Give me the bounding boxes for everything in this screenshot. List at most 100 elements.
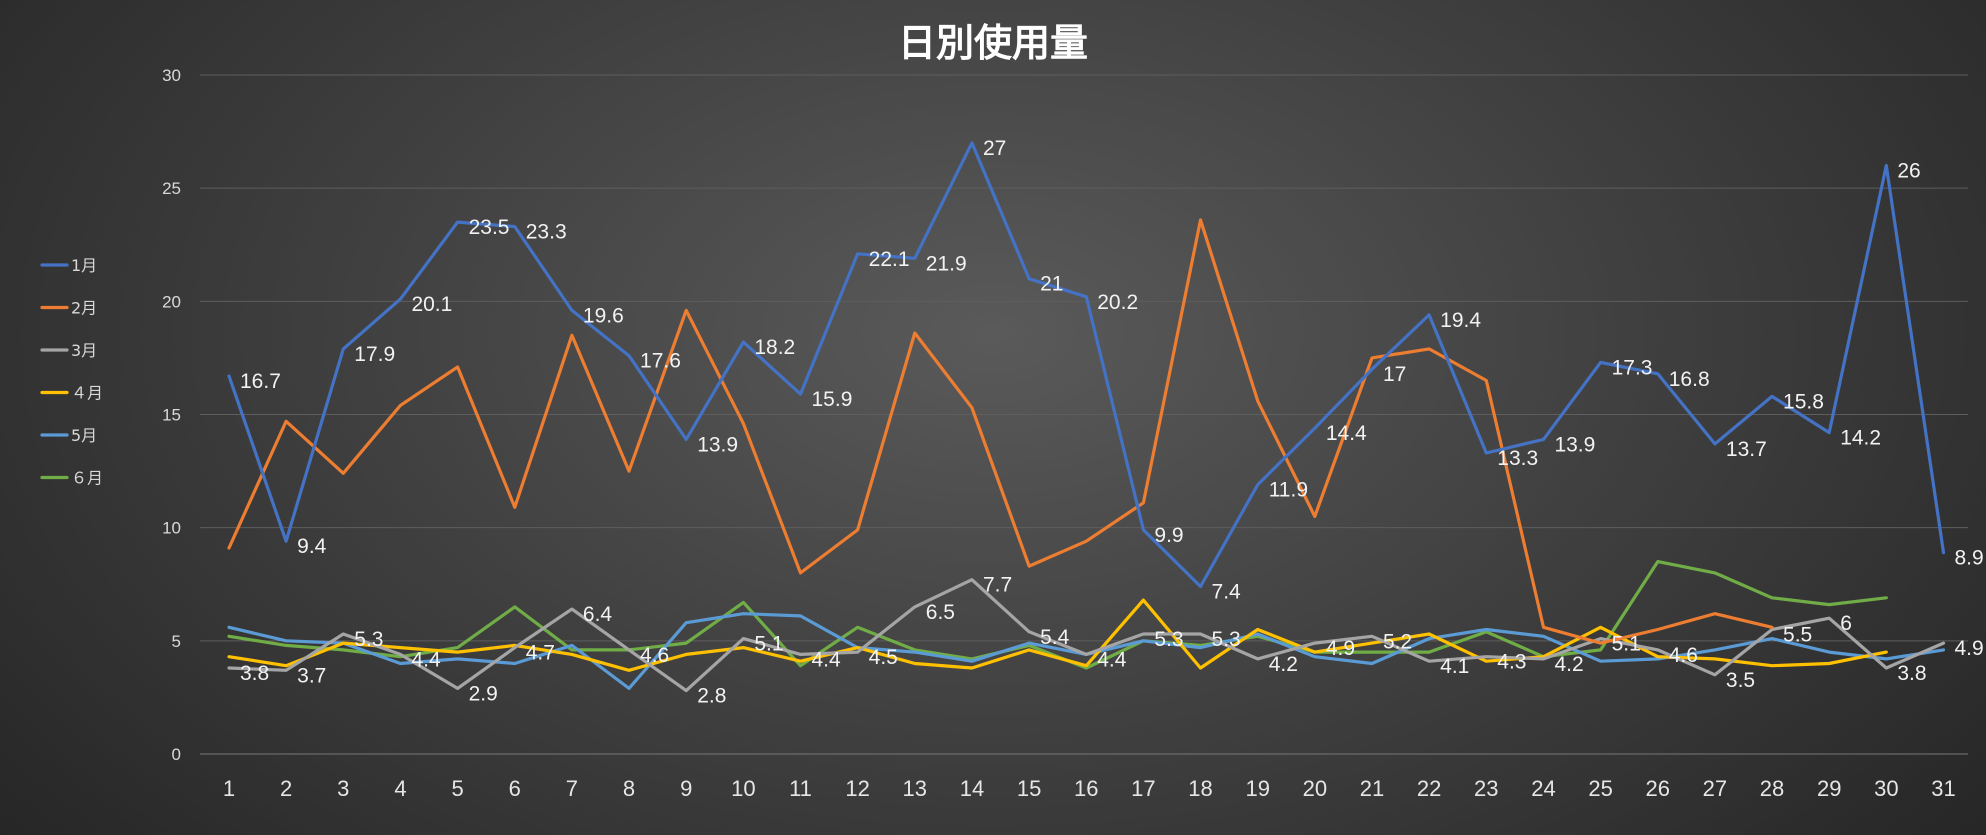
x-tick-label: 1 bbox=[223, 776, 235, 801]
data-label: 7.7 bbox=[983, 574, 1012, 597]
data-label: 2.8 bbox=[697, 685, 726, 708]
data-label: 16.8 bbox=[1669, 368, 1710, 391]
x-tick-label: 18 bbox=[1188, 776, 1212, 801]
series-line-3 bbox=[227, 578, 1946, 693]
data-label: 23.5 bbox=[469, 216, 510, 239]
data-label: 20.2 bbox=[1097, 291, 1138, 314]
data-label: 6.4 bbox=[583, 603, 613, 626]
data-label: 5.1 bbox=[754, 633, 783, 656]
x-tick-label: 31 bbox=[1931, 776, 1955, 801]
data-label: 13.9 bbox=[697, 433, 738, 456]
x-tick-label: 25 bbox=[1588, 776, 1612, 801]
data-label: 7.4 bbox=[1212, 581, 1242, 604]
data-label: 3.8 bbox=[240, 662, 269, 685]
series-lines bbox=[227, 141, 1946, 693]
data-label: 18.2 bbox=[754, 336, 795, 359]
x-tick-label: 30 bbox=[1874, 776, 1898, 801]
y-tick-label: 5 bbox=[172, 632, 181, 651]
legend-label: ６月 bbox=[71, 469, 103, 488]
data-label: 13.3 bbox=[1497, 447, 1538, 470]
data-label: 15.9 bbox=[812, 388, 853, 411]
data-label: 17.9 bbox=[354, 343, 395, 366]
y-tick-label: 20 bbox=[162, 292, 181, 311]
y-tick-label: 10 bbox=[162, 519, 181, 538]
y-tick-label: 25 bbox=[162, 179, 181, 198]
data-label: 14.4 bbox=[1326, 422, 1367, 445]
legend-label: 3月 bbox=[71, 341, 97, 360]
y-tick-label: 15 bbox=[162, 406, 181, 425]
series-line-1 bbox=[227, 141, 1946, 589]
legend-label: 2月 bbox=[71, 299, 97, 318]
x-tick-label: 7 bbox=[566, 776, 578, 801]
data-label: 2.9 bbox=[469, 682, 498, 705]
data-label: 20.1 bbox=[411, 293, 452, 316]
data-label: 5.3 bbox=[354, 628, 383, 651]
x-tick-label: 21 bbox=[1360, 776, 1384, 801]
chart-title: 日別使用量 bbox=[898, 21, 1088, 65]
data-label: 22.1 bbox=[869, 248, 910, 271]
data-label: 21 bbox=[1040, 273, 1063, 296]
data-label: 17.6 bbox=[640, 350, 681, 373]
x-tick-label: 11 bbox=[789, 776, 812, 801]
x-tick-label: 3 bbox=[337, 776, 349, 801]
data-label: 19.6 bbox=[583, 304, 624, 327]
x-tick-label: 19 bbox=[1245, 776, 1269, 801]
x-tick-label: 28 bbox=[1760, 776, 1784, 801]
data-label: 4.6 bbox=[1669, 644, 1698, 667]
x-tick-label: 24 bbox=[1531, 776, 1555, 801]
data-label: 8.9 bbox=[1955, 547, 1984, 570]
data-label: 17 bbox=[1383, 363, 1406, 386]
x-tick-label: 29 bbox=[1817, 776, 1841, 801]
data-label: 5.5 bbox=[1783, 624, 1812, 647]
x-tick-label: 27 bbox=[1703, 776, 1727, 801]
data-label: 4.3 bbox=[1497, 651, 1526, 674]
x-tick-label: 26 bbox=[1646, 776, 1670, 801]
data-label: 5.2 bbox=[1383, 630, 1412, 653]
x-tick-label: 15 bbox=[1017, 776, 1041, 801]
x-tick-label: 4 bbox=[394, 776, 406, 801]
data-label: 5.3 bbox=[1154, 628, 1183, 651]
data-label: 11.9 bbox=[1269, 479, 1308, 502]
x-tick-label: 13 bbox=[903, 776, 927, 801]
data-label: 4.4 bbox=[812, 648, 842, 671]
data-label: 4.7 bbox=[526, 642, 555, 665]
data-label: 3.5 bbox=[1726, 669, 1755, 692]
data-label: 5.1 bbox=[1612, 633, 1641, 656]
x-tick-label: 6 bbox=[509, 776, 521, 801]
data-labels: 16.7 9.4 17.9 20.1 23.5 23.3 19.6 17.6 13.9 18.2 1… bbox=[240, 137, 1984, 708]
data-label: 4.5 bbox=[869, 646, 898, 669]
x-tick-label: 5 bbox=[451, 776, 463, 801]
y-axis-ticks: 0 5 10 15 20 25 30 bbox=[162, 66, 181, 764]
x-tick-label: 2 bbox=[280, 776, 292, 801]
x-tick-label: 22 bbox=[1417, 776, 1441, 801]
data-label: 19.4 bbox=[1440, 309, 1481, 332]
data-label: 13.9 bbox=[1554, 433, 1595, 456]
series-line-2 bbox=[227, 218, 1774, 645]
x-axis-ticks: 1 2 3 4 5 6 7 8 9 10 11 12 13 14 15 16 17 18 19 20 21 22 23 24 2… bbox=[223, 776, 1956, 801]
data-label: 4.9 bbox=[1326, 637, 1355, 660]
data-label: 14.2 bbox=[1840, 427, 1881, 450]
y-tick-label: 30 bbox=[162, 66, 181, 85]
data-label: 4.6 bbox=[640, 644, 669, 667]
data-label: 4.2 bbox=[1269, 653, 1298, 676]
x-tick-label: 9 bbox=[680, 776, 692, 801]
data-label: 15.8 bbox=[1783, 390, 1824, 413]
data-label: 5.4 bbox=[1040, 626, 1070, 649]
legend: 1月 2月 3月 ４月 5月 ６月 bbox=[40, 256, 103, 488]
y-tick-label: 0 bbox=[172, 745, 181, 764]
x-tick-label: 20 bbox=[1303, 776, 1327, 801]
x-tick-label: 16 bbox=[1074, 776, 1098, 801]
x-tick-label: 12 bbox=[845, 776, 869, 801]
data-label: 13.7 bbox=[1726, 438, 1767, 461]
data-label: 4.9 bbox=[1955, 637, 1984, 660]
data-label: 5.3 bbox=[1212, 628, 1241, 651]
data-label: 26 bbox=[1897, 160, 1920, 183]
data-label: 9.4 bbox=[297, 535, 327, 558]
data-label: 4.2 bbox=[1554, 653, 1583, 676]
legend-label: ４月 bbox=[71, 384, 103, 403]
data-label: 23.3 bbox=[526, 221, 567, 244]
data-label: 6.5 bbox=[926, 601, 955, 624]
x-tick-label: 10 bbox=[731, 776, 755, 801]
